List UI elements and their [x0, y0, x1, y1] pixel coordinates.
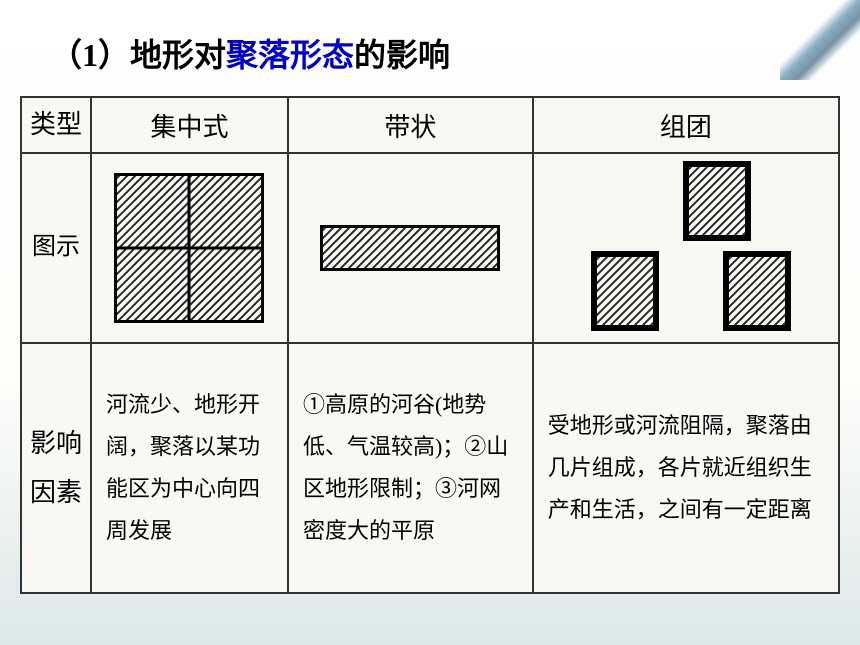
header-row: 类型 集中式 带状 组团 — [21, 97, 839, 153]
factor-cluster: 受地形或河流阻隔，聚落由几片组成，各片就近组织生产和生活，之间有一定距离 — [533, 343, 839, 593]
title-prefix: （1）地形对 — [50, 37, 226, 73]
row-label-factor: 影响 因素 — [21, 343, 91, 593]
row-label-factor-l1: 影响 — [22, 419, 90, 468]
row-label-diagram: 图示 — [21, 153, 91, 343]
factor-row: 影响 因素 河流少、地形开阔，聚落以某功能区为中心向四周发展 ①高原的河谷(地势… — [21, 343, 839, 593]
diagram-belt — [288, 153, 533, 343]
col-header-concentrated: 集中式 — [91, 97, 288, 153]
col-header-cluster: 组团 — [533, 97, 839, 153]
factor-belt: ①高原的河谷(地势低、气温较高)；②山区地形限制；③河网密度大的平原 — [288, 343, 533, 593]
settlement-table: 类型 集中式 带状 组团 图示 — [20, 96, 840, 594]
diagram-concentrated — [91, 153, 288, 343]
row-label-type: 类型 — [21, 97, 91, 153]
row-label-factor-l2: 因素 — [22, 468, 90, 517]
col-header-belt: 带状 — [288, 97, 533, 153]
diagram-cluster — [533, 153, 839, 343]
factor-concentrated: 河流少、地形开阔，聚落以某功能区为中心向四周发展 — [91, 343, 288, 593]
diagram-row: 图示 — [21, 153, 839, 343]
title-suffix: 的影响 — [354, 37, 450, 73]
corner-decoration — [780, 0, 860, 80]
page-title: （1）地形对聚落形态的影响 — [0, 0, 860, 96]
title-highlight: 聚落形态 — [226, 37, 354, 73]
